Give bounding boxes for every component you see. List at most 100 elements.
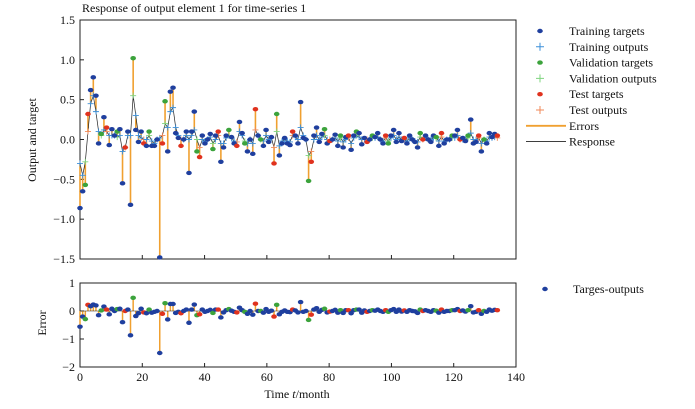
training-target-point bbox=[244, 149, 251, 154]
training-output-point bbox=[143, 136, 150, 143]
error-point bbox=[273, 302, 280, 308]
error-point bbox=[162, 300, 168, 306]
training-target-point bbox=[186, 170, 192, 176]
test-output-point bbox=[271, 144, 278, 151]
error-point bbox=[191, 302, 198, 307]
test-target-point bbox=[345, 133, 352, 138]
training-target-point bbox=[247, 137, 253, 142]
training-output-point bbox=[164, 124, 171, 131]
training-target-point bbox=[483, 141, 490, 146]
bottom-ytick-label: 0 bbox=[69, 304, 75, 318]
training-target-point bbox=[199, 133, 206, 138]
error-point bbox=[130, 295, 136, 301]
legend-marker bbox=[536, 74, 544, 83]
training-target-point bbox=[151, 143, 158, 149]
error-point bbox=[297, 299, 304, 305]
training-target-point bbox=[127, 202, 134, 208]
legend-marker bbox=[537, 28, 543, 34]
validation-target-point bbox=[194, 149, 200, 154]
error-point bbox=[252, 301, 259, 306]
validation-output-point bbox=[193, 136, 200, 143]
bottom-xtick-label: 0 bbox=[77, 370, 83, 384]
error-point bbox=[143, 311, 150, 316]
legend-marker bbox=[537, 60, 543, 65]
training-target-point bbox=[164, 149, 171, 154]
error-point bbox=[127, 333, 134, 338]
training-target-point bbox=[396, 130, 402, 136]
training-target-point bbox=[319, 131, 325, 137]
training-target-point bbox=[154, 137, 160, 142]
test-output-point bbox=[84, 128, 91, 135]
training-target-point bbox=[332, 132, 338, 137]
training-target-point bbox=[340, 145, 346, 150]
training-target-point bbox=[473, 139, 479, 145]
error-point bbox=[303, 308, 309, 314]
training-output-point bbox=[185, 136, 192, 143]
validation-target-point bbox=[146, 129, 152, 134]
top-ytick-label: 1.0 bbox=[60, 53, 75, 67]
training-target-point bbox=[422, 133, 429, 138]
training-output-point bbox=[435, 138, 442, 145]
training-target-point bbox=[297, 99, 304, 105]
bottom-xtick-label: 40 bbox=[199, 370, 211, 384]
training-target-point bbox=[436, 143, 442, 149]
test-target-point bbox=[178, 143, 184, 149]
top-ytick-label: −1.5 bbox=[53, 252, 75, 266]
training-target-point bbox=[101, 114, 107, 120]
legend-label: Validation outputs bbox=[569, 71, 657, 85]
validation-target-point bbox=[481, 137, 487, 142]
error-point bbox=[156, 350, 163, 356]
test-target-point bbox=[252, 107, 259, 112]
training-target-point bbox=[119, 181, 126, 186]
training-target-point bbox=[204, 137, 211, 142]
validation-target-point bbox=[210, 146, 216, 152]
error-point bbox=[313, 306, 320, 311]
training-output-point bbox=[249, 140, 256, 147]
error-point bbox=[305, 317, 312, 323]
validation-target-point bbox=[162, 99, 168, 104]
error-point bbox=[260, 310, 267, 315]
training-target-point bbox=[335, 143, 341, 149]
training-target-point bbox=[279, 141, 285, 146]
training-output-point bbox=[334, 138, 341, 145]
training-target-point bbox=[380, 141, 386, 146]
error-point bbox=[186, 320, 192, 325]
error-point bbox=[247, 308, 253, 314]
training-target-point bbox=[223, 133, 229, 138]
training-target-point bbox=[316, 139, 323, 145]
test-target-point bbox=[494, 133, 501, 138]
training-target-point bbox=[414, 145, 421, 150]
training-target-point bbox=[295, 141, 301, 146]
training-output-point bbox=[132, 112, 139, 119]
legend-label: Test outputs bbox=[569, 103, 627, 117]
training-target-point bbox=[167, 89, 174, 94]
training-target-point bbox=[87, 87, 94, 93]
validation-target-point bbox=[273, 111, 280, 117]
error-point bbox=[436, 310, 442, 315]
error-point bbox=[234, 310, 240, 315]
top-ylabel: Output and target bbox=[25, 97, 39, 181]
training-target-point bbox=[117, 126, 123, 132]
bottom-xtick-label: 80 bbox=[323, 370, 335, 384]
error-point bbox=[138, 306, 144, 311]
error-point bbox=[249, 312, 256, 317]
error-point bbox=[308, 312, 315, 317]
training-target-point bbox=[218, 159, 224, 165]
validation-target-point bbox=[337, 133, 344, 138]
top-ytick-label: −1.0 bbox=[53, 212, 75, 226]
test-target-point bbox=[438, 130, 445, 136]
validation-output-point bbox=[130, 92, 137, 99]
legend-label: Training targets bbox=[569, 24, 645, 38]
error-point bbox=[125, 307, 131, 312]
training-target-point bbox=[138, 129, 144, 134]
training-target-point bbox=[268, 134, 275, 140]
training-target-point bbox=[228, 134, 235, 140]
bottom-xtick-label: 140 bbox=[507, 370, 525, 384]
legend-label: Errors bbox=[569, 119, 599, 133]
top-ytick-label: 0.0 bbox=[60, 133, 75, 147]
training-target-point bbox=[143, 143, 150, 149]
error-point bbox=[494, 307, 501, 313]
validation-target-point bbox=[385, 141, 392, 146]
